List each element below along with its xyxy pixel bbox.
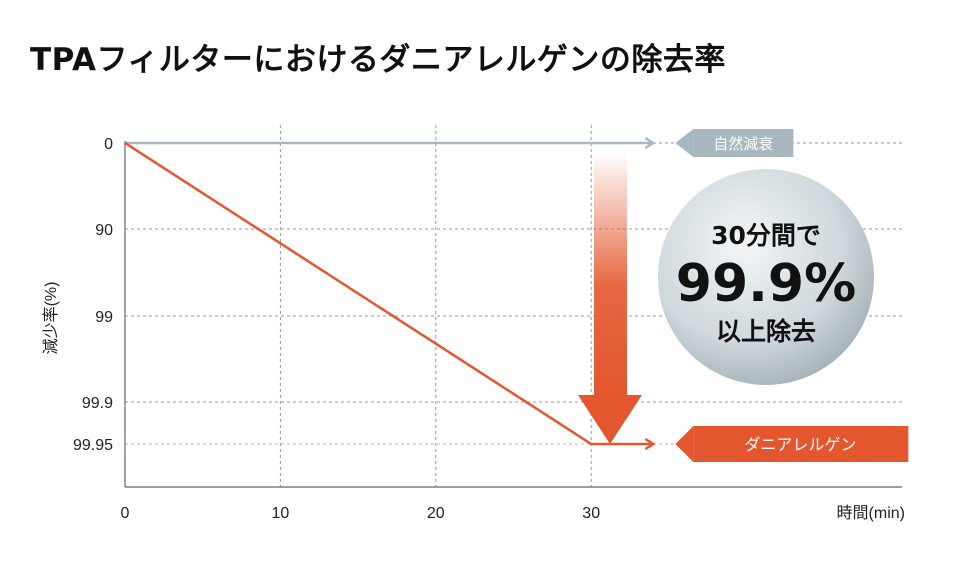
x-tick-label: 0 <box>121 505 130 522</box>
badge-line-2: 99.9% <box>676 254 856 314</box>
y-tick-label: 0 <box>104 136 113 153</box>
tick-labels: 0 90 99 99.9 99.95 0 10 20 30 <box>73 136 600 522</box>
badge-line-1: 30分間で <box>711 221 821 250</box>
natural-decay-label-box <box>693 129 794 157</box>
y-tick-label: 99.9 <box>82 395 113 412</box>
down-arrow <box>578 152 642 444</box>
allergen-label-box <box>693 426 909 462</box>
natural-decay-label: 自然減衰 <box>713 135 773 153</box>
allergen-arrowhead <box>644 437 656 451</box>
y-tick-label: 90 <box>95 222 113 239</box>
y-axis-label: 減少率(%) <box>42 282 60 355</box>
x-tick-label: 20 <box>427 505 445 522</box>
y-tick-label: 99 <box>95 309 113 326</box>
allergen-label: ダニアレルゲン <box>744 435 856 454</box>
x-axis-label: 時間(min) <box>837 504 905 522</box>
y-tick-label: 99.95 <box>73 437 113 454</box>
result-badge: 30分間で 99.9% 以上除去 <box>658 169 874 385</box>
badge-line-3: 以上除去 <box>716 317 816 346</box>
allergen-label-pointer <box>675 426 694 462</box>
natural-decay-label-pointer <box>675 129 694 157</box>
grid-lines <box>125 125 902 487</box>
allergen-line <box>124 141 654 446</box>
chart-title: TPAフィルターにおけるダニアレルゲンの除去率 <box>30 42 726 78</box>
x-tick-label: 10 <box>272 505 290 522</box>
x-tick-label: 30 <box>582 505 600 522</box>
natural-decay-arrowhead <box>644 136 656 150</box>
axes <box>124 141 902 488</box>
